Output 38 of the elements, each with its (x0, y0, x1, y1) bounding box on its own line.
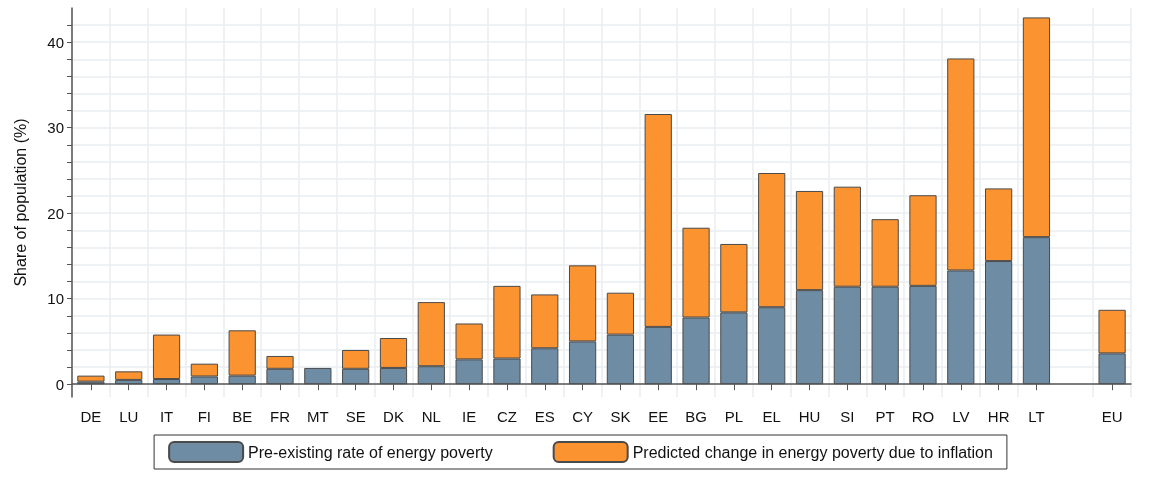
x-tick-label: FI (197, 408, 212, 425)
bar (77, 375, 105, 382)
y-tick-label: 10 (47, 290, 64, 308)
x-tick-label: SI (840, 408, 855, 425)
x-tick-label: SK (610, 408, 631, 425)
x-tick-label: PL (724, 408, 744, 425)
x-tick-label: HU (798, 408, 821, 425)
x-tick-label: LV (952, 408, 970, 425)
legend-label: Pre-existing rate of energy poverty (248, 443, 493, 461)
x-tick-label: RO (911, 408, 935, 425)
x-tick-label: CZ (496, 408, 517, 425)
x-tick-label: IT (159, 408, 174, 425)
y-axis-title: Share of population (%) (11, 118, 29, 287)
x-tick-label: NL (421, 408, 441, 425)
x-tick-label: EL (762, 408, 781, 425)
x-tick-label: DE (80, 408, 102, 425)
x-tick-label: EE (648, 408, 669, 425)
x-tick-label: LU (119, 408, 139, 425)
x-tick-label: BE (232, 408, 253, 425)
y-tick-label: 40 (47, 33, 64, 51)
y-tick-label: 20 (47, 204, 64, 222)
bar (152, 334, 181, 380)
x-tick-label: HR (987, 408, 1010, 425)
y-tick-label: 30 (47, 119, 64, 137)
x-tick-label: CY (572, 408, 594, 425)
x-tick-label: IE (462, 408, 477, 425)
x-tick-label: PT (875, 408, 895, 425)
x-tick-label: MT (307, 408, 329, 425)
x-tick-label: BG (685, 408, 707, 425)
y-tick-label: 0 (55, 375, 64, 393)
x-tick-label: ES (534, 408, 555, 425)
x-tick-label: SE (345, 408, 366, 425)
x-tick-label: DK (383, 408, 404, 425)
bar (115, 371, 143, 380)
x-tick-label: EU (1101, 408, 1123, 425)
x-tick-label: LT (1028, 408, 1045, 425)
x-tick-label: FR (270, 408, 291, 425)
legend-label: Predicted change in energy poverty due to inflation (632, 443, 993, 461)
